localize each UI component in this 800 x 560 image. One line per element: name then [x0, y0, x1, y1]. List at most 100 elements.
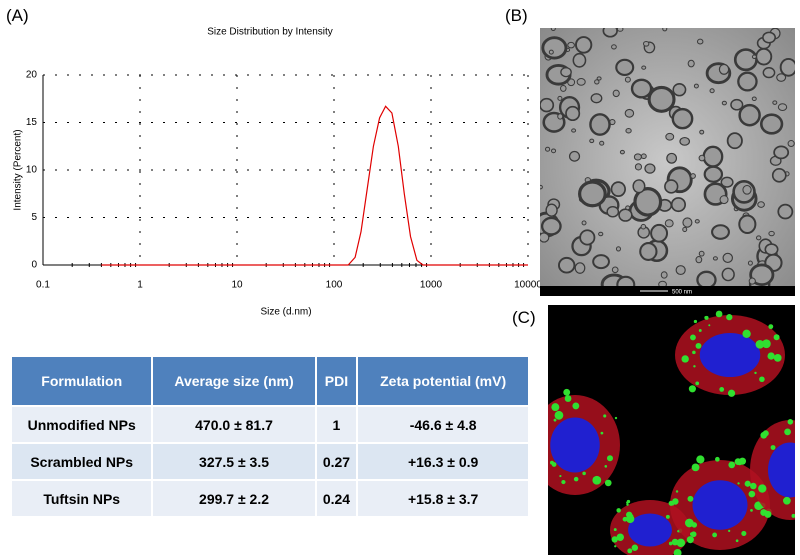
- particle: [598, 231, 604, 237]
- particle: [682, 226, 688, 233]
- vesicle: [673, 548, 682, 555]
- particle: [574, 262, 586, 274]
- vesicle: [532, 466, 540, 474]
- vesicle: [693, 365, 696, 368]
- vesicle: [573, 476, 579, 482]
- table: Formulation Average size (nm) PDI Zeta pote…: [10, 355, 530, 518]
- particle: [589, 113, 611, 136]
- y-tick-label: 15: [26, 117, 38, 128]
- cell: 327.5 ± 3.5: [153, 444, 315, 479]
- particle: [762, 67, 776, 79]
- particle: [759, 113, 784, 135]
- particle: [738, 103, 761, 127]
- vesicle: [748, 490, 756, 498]
- vesicle: [690, 334, 696, 341]
- vesicle: [741, 530, 747, 537]
- particle: [571, 128, 577, 133]
- x-tick-label: 100: [326, 280, 343, 291]
- vesicle: [668, 500, 674, 506]
- particle: [611, 266, 619, 274]
- particle: [619, 149, 625, 155]
- particle: [571, 235, 592, 257]
- chart-title: Size Distribution by Intensity: [207, 27, 333, 38]
- particle: [779, 57, 795, 77]
- particle: [666, 166, 693, 194]
- particle: [764, 253, 783, 272]
- vesicle: [671, 538, 679, 546]
- particle: [643, 41, 656, 54]
- vesicle: [726, 314, 733, 321]
- vesicle: [727, 389, 736, 397]
- x-tick-label: 10000: [514, 280, 540, 291]
- vesicle: [734, 458, 742, 465]
- particle: [557, 113, 564, 120]
- particle: [698, 154, 706, 162]
- fluorescence-image: [548, 305, 795, 555]
- particle: [756, 244, 778, 268]
- vesicle: [554, 410, 564, 420]
- vesicle: [742, 329, 751, 338]
- vesicle: [764, 510, 772, 518]
- particle: [600, 273, 628, 296]
- particle: [612, 89, 620, 98]
- particle: [633, 153, 642, 161]
- particle: [757, 260, 768, 270]
- vesicle: [786, 500, 790, 504]
- vesicle: [592, 475, 602, 485]
- row: Unmodified NPs 470.0 ± 81.7 1 -46.6 ± 4.8: [12, 407, 528, 442]
- cell: 470.0 ± 81.7: [153, 407, 315, 442]
- particle: [624, 76, 631, 83]
- particle: [542, 111, 566, 133]
- particle: [730, 185, 758, 212]
- particle: [558, 96, 581, 119]
- particle: [747, 260, 753, 266]
- particle: [718, 63, 730, 75]
- particle: [749, 263, 775, 287]
- vesicle: [754, 501, 763, 511]
- particle: [756, 36, 771, 50]
- vesicle: [604, 465, 608, 468]
- particle: [658, 280, 667, 289]
- chart: Size Distribution by Intensity Size (d.n…: [13, 27, 540, 318]
- vesicle: [561, 479, 566, 485]
- particle: [784, 171, 790, 177]
- vesicle: [750, 482, 755, 488]
- particle: [643, 40, 650, 47]
- particle: [687, 59, 695, 68]
- particle: [545, 146, 551, 152]
- vesicle: [572, 402, 580, 410]
- vesicle: [614, 416, 618, 420]
- particle: [567, 78, 576, 87]
- vesicle: [626, 503, 629, 506]
- vesicle: [614, 545, 617, 548]
- particle: [764, 243, 779, 256]
- cell-body: [675, 315, 785, 395]
- vesicle: [616, 508, 621, 513]
- y-tick-label: 0: [31, 260, 37, 271]
- particle: [602, 28, 618, 38]
- particle: [640, 223, 647, 230]
- particle: [705, 62, 732, 85]
- particle: [615, 58, 635, 76]
- particle: [581, 220, 587, 226]
- particle: [637, 226, 651, 239]
- vesicle: [681, 355, 689, 363]
- vesicle: [750, 509, 753, 512]
- particle: [633, 187, 663, 217]
- vesicle: [754, 371, 757, 375]
- header-cell: Formulation: [12, 357, 152, 405]
- row: Scrambled NPs 327.5 ± 3.5 0.27 +16.3 ± 0.9: [12, 444, 528, 479]
- scale-strip: [540, 286, 795, 296]
- vesicle: [735, 539, 739, 543]
- vesicle: [762, 339, 771, 349]
- vesicle: [613, 528, 617, 532]
- vesicle: [604, 479, 612, 487]
- vesicle: [626, 499, 631, 504]
- particle: [581, 178, 611, 204]
- panel-label: (B): [505, 6, 528, 25]
- cell-body: [610, 500, 690, 555]
- cell: Unmodified NPs: [12, 407, 152, 442]
- particle: [567, 41, 575, 49]
- particle: [696, 38, 704, 45]
- particle: [594, 79, 600, 85]
